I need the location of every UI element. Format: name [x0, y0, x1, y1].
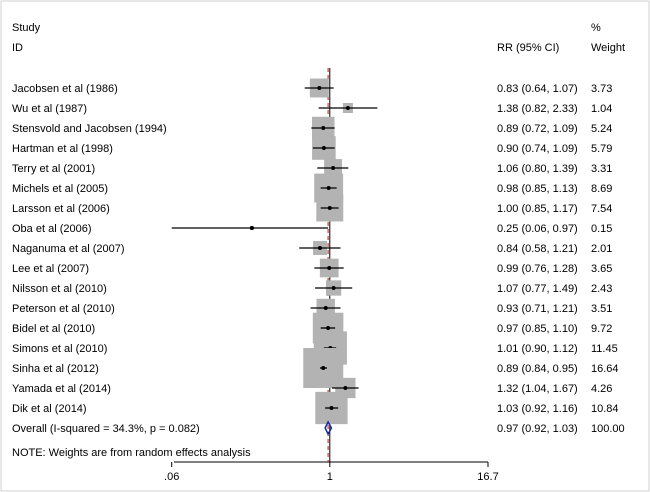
study-weight-text: 0.15	[591, 223, 612, 235]
point-estimate	[321, 366, 326, 370]
study-ci-text: 0.89 (0.72, 1.09)	[497, 123, 578, 135]
point-estimate	[326, 186, 331, 190]
point-estimate	[345, 106, 350, 110]
point-estimate	[329, 406, 334, 410]
study-weight-text: 1.04	[591, 103, 612, 115]
header-study: Study	[12, 22, 41, 34]
overall-label: Overall (I-squared = 34.3%, p = 0.082)	[12, 423, 200, 435]
study-weight-text: 2.01	[591, 243, 612, 255]
study-ci-text: 0.83 (0.64, 1.07)	[497, 83, 578, 95]
study-ci-text: 0.99 (0.76, 1.28)	[497, 263, 578, 275]
x-tick-label: 1	[327, 471, 333, 483]
study-weight-text: 8.69	[591, 183, 612, 195]
header-percent: %	[591, 22, 601, 34]
study-weight-text: 4.26	[591, 383, 612, 395]
study-ci-text: 1.38 (0.82, 2.33)	[497, 103, 578, 115]
x-tick-label: .06	[164, 471, 179, 483]
study-weight-text: 3.73	[591, 83, 612, 95]
study-ci-text: 0.98 (0.85, 1.13)	[497, 183, 578, 195]
study-ci-text: 1.32 (1.04, 1.67)	[497, 383, 578, 395]
study-ci-text: 0.97 (0.85, 1.10)	[497, 323, 578, 335]
study-label: Hartman et al (1998)	[12, 143, 113, 155]
study-weight-text: 3.65	[591, 263, 612, 275]
study-label: Yamada et al (2014)	[12, 383, 111, 395]
footnote: NOTE: Weights are from random effects an…	[12, 447, 251, 459]
study-weight-text: 10.84	[591, 403, 619, 415]
study-ci-text: 0.89 (0.84, 0.95)	[497, 363, 578, 375]
study-weight-text: 5.79	[591, 143, 612, 155]
study-label: Peterson et al (2010)	[12, 303, 115, 315]
study-label: Lee et al (2007)	[12, 263, 89, 275]
study-label: Larsson et al (2006)	[12, 203, 110, 215]
study-ci-text: 1.07 (0.77, 1.49)	[497, 283, 578, 295]
study-label: Naganuma et al (2007)	[12, 243, 125, 255]
point-estimate	[331, 286, 336, 290]
study-ci-text: 1.00 (0.85, 1.17)	[497, 203, 578, 215]
study-weight-text: 3.31	[591, 163, 612, 175]
study-weight-text: 16.64	[591, 363, 619, 375]
point-estimate	[249, 226, 254, 230]
study-ci-text: 1.06 (0.80, 1.39)	[497, 163, 578, 175]
point-estimate	[321, 146, 326, 150]
point-estimate	[317, 86, 322, 90]
study-label: Wu et al (1987)	[12, 103, 87, 115]
study-ci-text: 0.90 (0.74, 1.09)	[497, 143, 578, 155]
study-label: Bidel et al (2010)	[12, 323, 95, 335]
study-weight-text: 5.24	[591, 123, 612, 135]
study-label: Oba et al (2006)	[12, 223, 92, 235]
point-estimate	[331, 166, 336, 170]
header-rr-ci: RR (95% CI)	[497, 42, 559, 54]
study-weight-text: 2.43	[591, 283, 612, 295]
point-estimate	[327, 266, 332, 270]
study-weight-text: 3.51	[591, 303, 612, 315]
study-label: Dik et al (2014)	[12, 403, 87, 415]
point-estimate	[317, 246, 322, 250]
x-tick-label: 16.7	[477, 471, 498, 483]
study-ci-text: 0.93 (0.71, 1.21)	[497, 303, 578, 315]
study-ci-text: 1.03 (0.92, 1.16)	[497, 403, 578, 415]
study-weight-text: 9.72	[591, 323, 612, 335]
point-estimate	[327, 206, 332, 210]
study-ci-text: 0.84 (0.58, 1.21)	[497, 243, 578, 255]
overall-diamond	[324, 420, 333, 436]
study-label: Stensvold and Jacobsen (1994)	[12, 123, 167, 135]
study-weight-text: 11.45	[591, 343, 618, 355]
study-label: Sinha et al (2012)	[12, 363, 99, 375]
point-estimate	[326, 326, 331, 330]
study-label: Simons et al (2010)	[12, 343, 107, 355]
point-estimate	[321, 126, 326, 130]
overall-ci-text: 0.97 (0.92, 1.03)	[497, 423, 578, 435]
header-id: ID	[12, 42, 23, 54]
study-label: Jacobsen et al (1986)	[12, 83, 118, 95]
header-weight: Weight	[591, 42, 625, 54]
study-label: Terry et al (2001)	[12, 163, 95, 175]
overall-weight-text: 100.00	[591, 423, 625, 435]
study-label: Nilsson et al (2010)	[12, 283, 107, 295]
study-ci-text: 1.01 (0.90, 1.12)	[497, 343, 578, 355]
point-estimate	[343, 386, 348, 390]
study-weight-text: 7.54	[591, 203, 612, 215]
study-ci-text: 0.25 (0.06, 0.97)	[497, 223, 578, 235]
point-estimate	[323, 306, 328, 310]
study-label: Michels et al (2005)	[12, 183, 108, 195]
